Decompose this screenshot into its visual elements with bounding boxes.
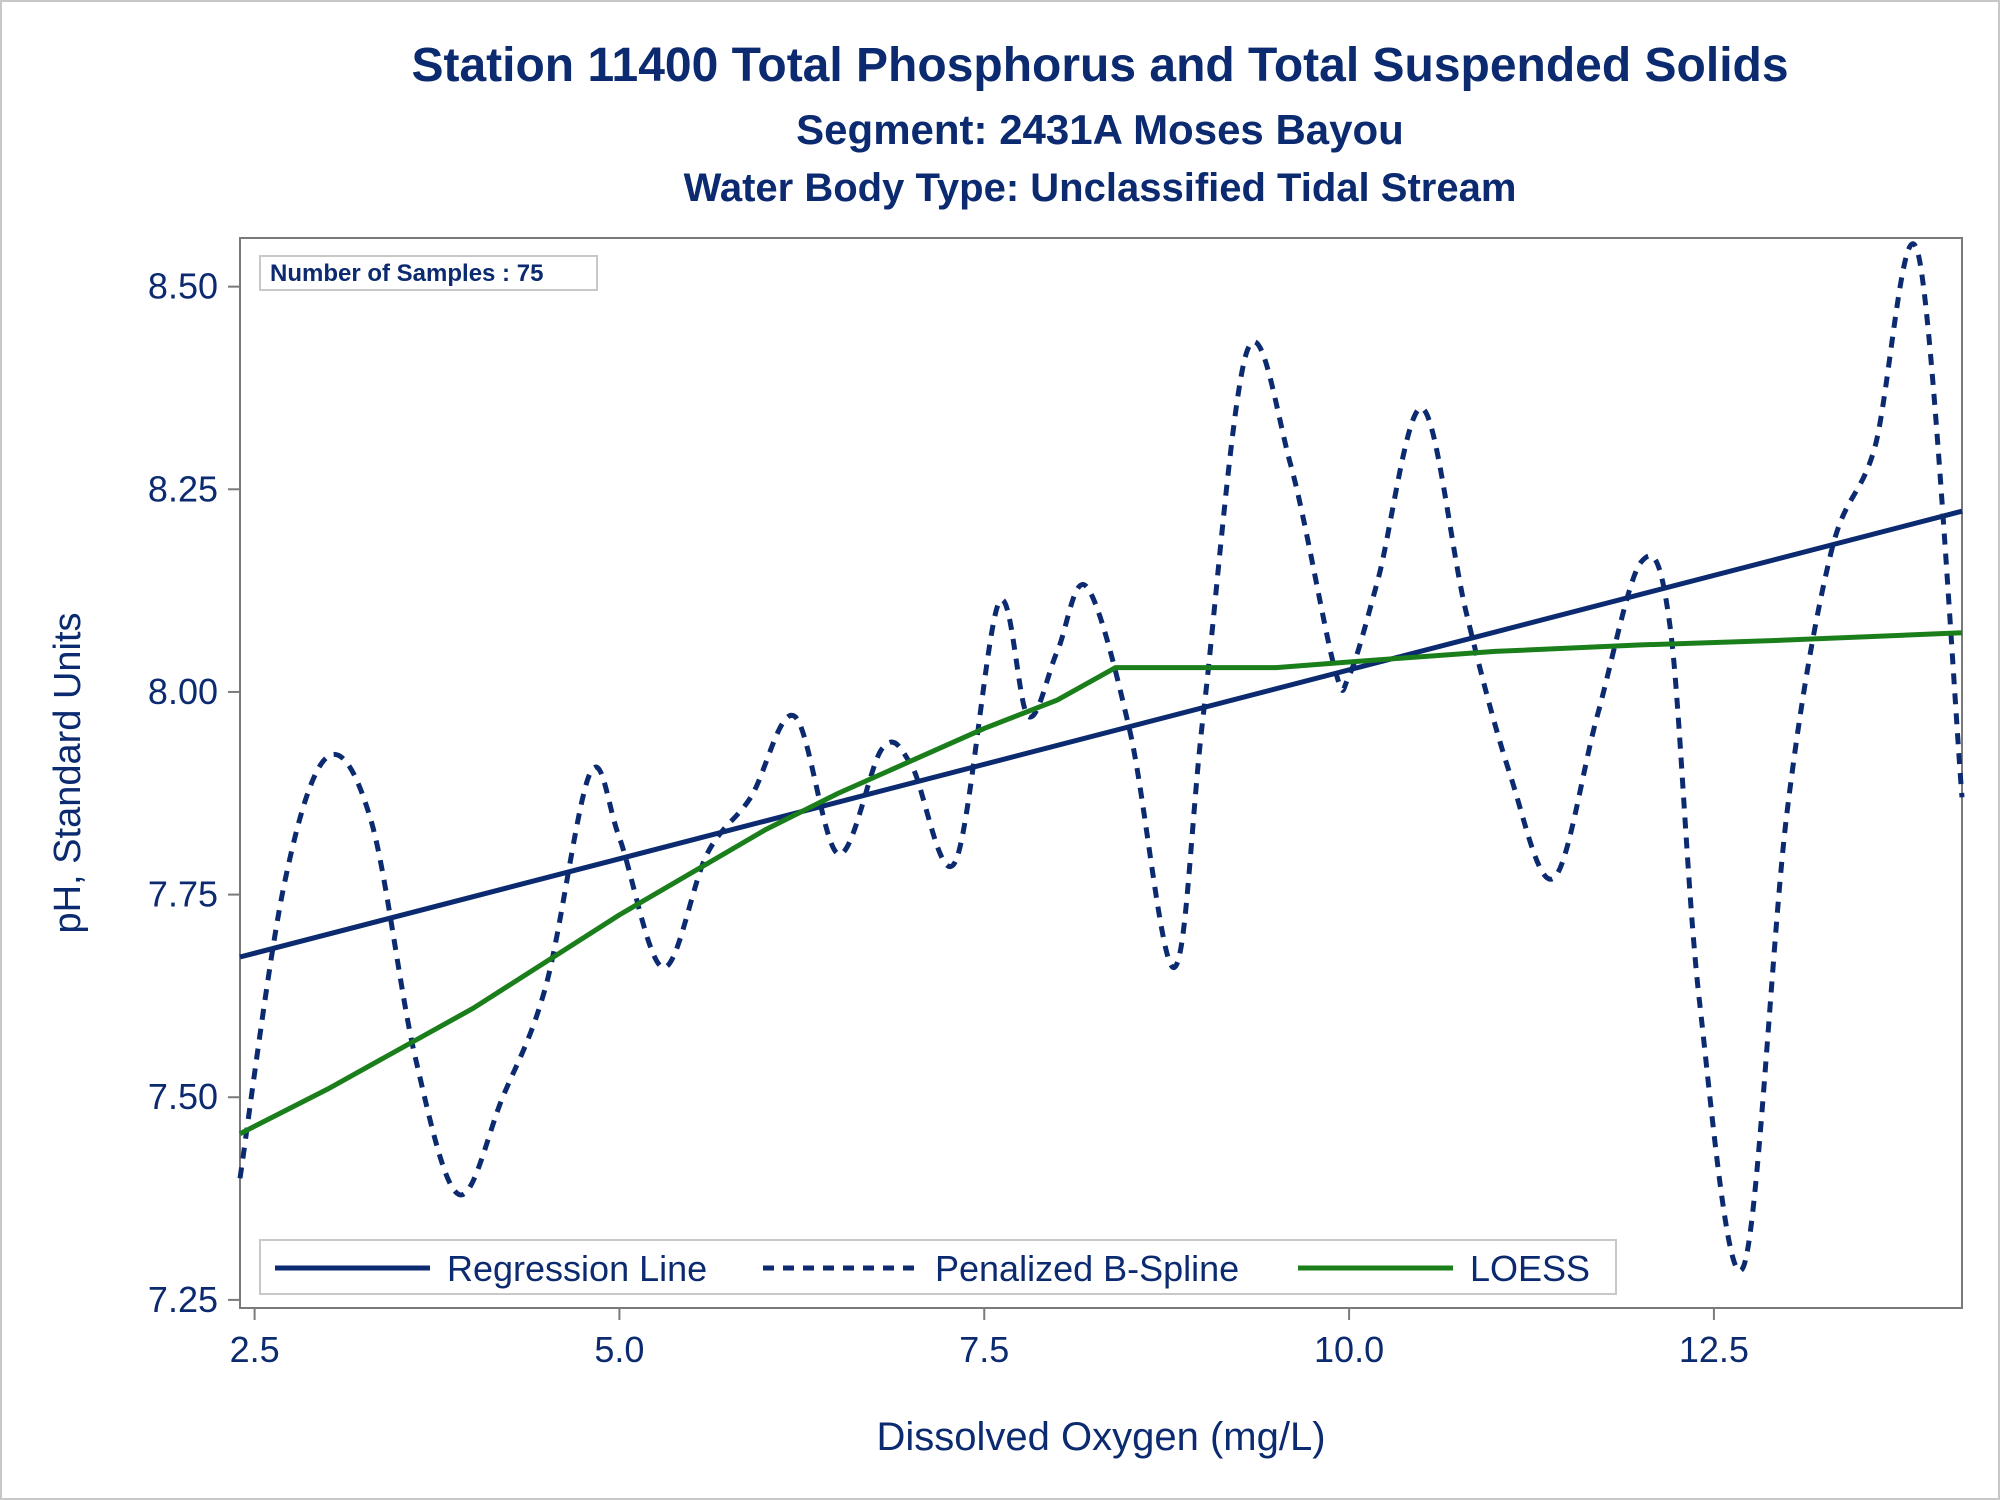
sample-count-box <box>259 255 598 291</box>
y-axis: 7.25 7.50 7.75 8.00 8.25 8.50 <box>148 266 240 1320</box>
y-tick-label: 7.75 <box>148 874 218 915</box>
x-tick-label: 10.0 <box>1314 1329 1384 1370</box>
x-tick-label: 12.5 <box>1679 1329 1749 1370</box>
x-tick-label: 7.5 <box>959 1329 1009 1370</box>
plot-area <box>239 237 1963 1309</box>
chart-title: Station 11400 Total Phosphorus and Total… <box>411 39 1789 92</box>
sample-count-label: Number of Samples : 75 <box>270 260 543 287</box>
x-axis-label: Dissolved Oxygen (mg/L) <box>876 1415 1325 1459</box>
legend-label-regression-line: Regression Line <box>447 1248 707 1289</box>
legend-label-penalized-b-spline: Penalized B-Spline <box>935 1248 1239 1289</box>
plot-lines <box>237 241 1965 1274</box>
y-tick-label: 7.25 <box>148 1279 218 1320</box>
y-axis-label: pH, Standard Units <box>47 612 89 933</box>
x-axis: 2.5 5.0 7.5 10.0 12.5 <box>230 1308 1749 1370</box>
chart-subtitle-2: Water Body Type: Unclassified Tidal Stre… <box>683 166 1517 210</box>
series-line-penalized-b-spline <box>237 241 1965 1274</box>
legend-label-loess: LOESS <box>1470 1248 1590 1289</box>
x-tick-label: 5.0 <box>594 1329 644 1370</box>
series-line-loess <box>238 630 1963 1136</box>
y-tick-label: 7.50 <box>148 1076 218 1117</box>
x-tick-label: 2.5 <box>230 1329 280 1370</box>
y-tick-label: 8.25 <box>148 468 218 509</box>
series-line-regression-line <box>239 508 1963 960</box>
chart-subtitle: Segment: 2431A Moses Bayou <box>796 106 1404 153</box>
y-tick-label: 8.50 <box>148 266 218 307</box>
y-tick-label: 8.00 <box>148 671 218 712</box>
legend: Regression Line Penalized B-Spline LOESS <box>259 1239 1617 1295</box>
